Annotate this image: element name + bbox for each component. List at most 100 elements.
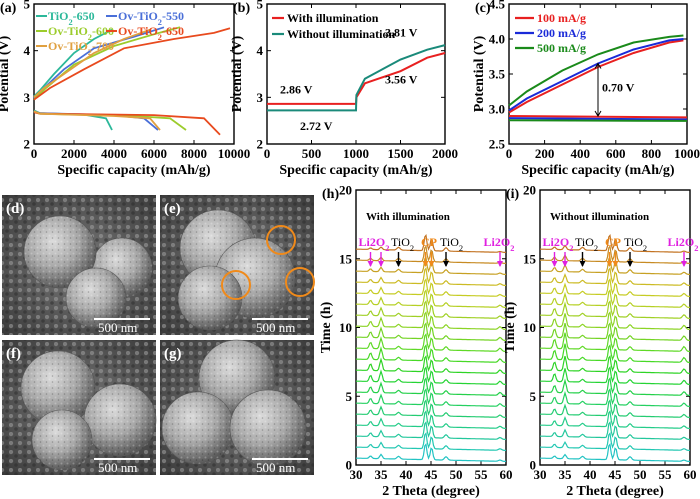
arrow-head xyxy=(594,110,602,117)
legend-entry: TiO2-650 xyxy=(48,9,95,27)
panel-label: (h) xyxy=(322,187,339,202)
xrd-pattern xyxy=(539,365,690,385)
microsphere-texture xyxy=(230,390,306,466)
legend-entry: Ov-TiO2-550 xyxy=(118,9,184,27)
peak-marker-head xyxy=(443,261,449,267)
peak-marker-head xyxy=(627,261,633,267)
x-tick-label: 1500 xyxy=(388,146,414,161)
xrd-pattern xyxy=(355,233,506,253)
panel-h: 30 35 40 45 50 55 60 0 5 10 15 20 2 Theta (degree) Ti… xyxy=(319,183,514,499)
xrd-pattern xyxy=(355,431,506,451)
x-tick-label: 60 xyxy=(500,467,513,482)
microsphere-texture xyxy=(66,268,126,328)
peak-label: Li2O2 xyxy=(668,235,699,253)
arrow-head xyxy=(594,62,602,69)
xrd-pattern xyxy=(539,442,690,462)
peak-label: TiO2 xyxy=(624,235,647,253)
annotation: 3.81 V xyxy=(385,26,418,40)
y-tick-label: 15 xyxy=(523,251,537,266)
xrd-pattern xyxy=(355,398,506,418)
series-line xyxy=(33,111,221,136)
x-tick-label: 10000 xyxy=(218,146,251,161)
annotation: 2.72 V xyxy=(300,119,333,133)
peak-label: TiO2 xyxy=(440,235,463,253)
scale-bar-label: 500 nm xyxy=(256,460,295,475)
x-tick-label: 6000 xyxy=(141,146,167,161)
annotation: 3.56 V xyxy=(385,72,418,86)
highlight-circle xyxy=(285,267,315,297)
peak-marker-head xyxy=(367,261,374,267)
microsphere-texture xyxy=(32,410,92,470)
x-tick-label: 0 xyxy=(264,146,271,161)
x-axis-label: Specific capacity (mAh/g) xyxy=(57,163,211,178)
xrd-pattern xyxy=(355,299,506,319)
sem-image: (g) 500 nm xyxy=(160,339,314,475)
panel-label: (c) xyxy=(475,1,491,16)
peak-marker-head xyxy=(579,261,586,267)
chart-title: With illumination xyxy=(366,211,450,223)
legend-entry: Ov-TiO2-600 xyxy=(48,24,114,42)
peak-label: Li2O2 xyxy=(484,235,515,253)
series-line xyxy=(508,34,684,107)
xrd-pattern xyxy=(539,266,690,286)
y-tick-label: 15 xyxy=(339,251,353,266)
x-tick-label: 400 xyxy=(570,146,590,161)
x-axis-label: Specific capacity (mAh/g) xyxy=(279,163,433,178)
x-tick-label: 50 xyxy=(450,467,463,482)
xrd-pattern xyxy=(539,376,690,396)
x-tick-label: 8000 xyxy=(181,146,207,161)
highlight-circle xyxy=(266,225,296,255)
x-tick-label: 30 xyxy=(534,467,547,482)
legend-entry: 200 mA/g xyxy=(537,26,586,40)
x-tick-label: 45 xyxy=(609,467,623,482)
xrd-pattern xyxy=(355,321,506,341)
x-axis-label: 2 Theta (degree) xyxy=(566,484,664,499)
series-line xyxy=(33,110,161,131)
panel-label: (d) xyxy=(6,201,24,217)
panel-label: (i) xyxy=(506,187,520,202)
y-tick-label: 5 xyxy=(346,389,353,404)
x-tick-label: 4000 xyxy=(101,146,127,161)
panel-label: (e) xyxy=(164,201,181,217)
legend-entry: With illumination xyxy=(287,11,379,25)
panel-a: 0 2000 4000 6000 8000 10000 2 3 4 5 Specific capac… xyxy=(0,0,250,178)
y-tick-label: 10 xyxy=(523,320,536,335)
xrd-pattern xyxy=(355,277,506,297)
y-tick-label: 4.5 xyxy=(489,0,506,12)
series-line xyxy=(33,26,181,101)
series-line xyxy=(508,38,684,112)
y-axis-label: Time (h) xyxy=(319,301,334,353)
xrd-pattern xyxy=(355,266,506,286)
chart-title: Without illumination xyxy=(550,211,649,223)
scale-bar-label: 500 nm xyxy=(98,320,137,335)
y-tick-label: 0 xyxy=(530,458,537,473)
annotation: 0.70 V xyxy=(602,81,635,95)
peak-label: TiO2 xyxy=(575,235,598,253)
x-tick-label: 55 xyxy=(659,467,673,482)
legend-entry: 100 mA/g xyxy=(537,11,586,25)
y-tick-label: 4 xyxy=(257,43,264,58)
x-tick-label: 800 xyxy=(642,146,662,161)
xrd-pattern xyxy=(539,332,690,352)
xrd-pattern xyxy=(539,387,690,407)
x-tick-label: 200 xyxy=(535,146,555,161)
xrd-pattern xyxy=(539,233,690,253)
sem-image: (d) 500 nm xyxy=(2,195,156,335)
x-tick-label: 35 xyxy=(559,467,573,482)
x-tick-label: 2000 xyxy=(61,146,87,161)
peak-label: Li2O2 xyxy=(359,235,390,253)
y-axis-label: Potential (V) xyxy=(0,35,12,112)
panel-i: 30 35 40 45 50 55 60 0 5 10 15 20 2 Theta (degree) Ti… xyxy=(503,183,698,499)
xrd-pattern xyxy=(355,365,506,385)
x-axis-label: Specific capacity (mAh/g) xyxy=(521,163,675,178)
peak-marker-head xyxy=(551,261,558,267)
panel-label: (b) xyxy=(233,1,250,16)
series-line xyxy=(508,119,688,122)
peak-label: CP xyxy=(605,235,621,249)
x-tick-label: 0 xyxy=(31,146,38,161)
panel-label: (f) xyxy=(6,346,21,362)
xrd-pattern xyxy=(355,332,506,352)
y-tick-label: 2.5 xyxy=(489,137,506,152)
microsphere-texture xyxy=(162,392,234,464)
series-line xyxy=(508,39,684,114)
